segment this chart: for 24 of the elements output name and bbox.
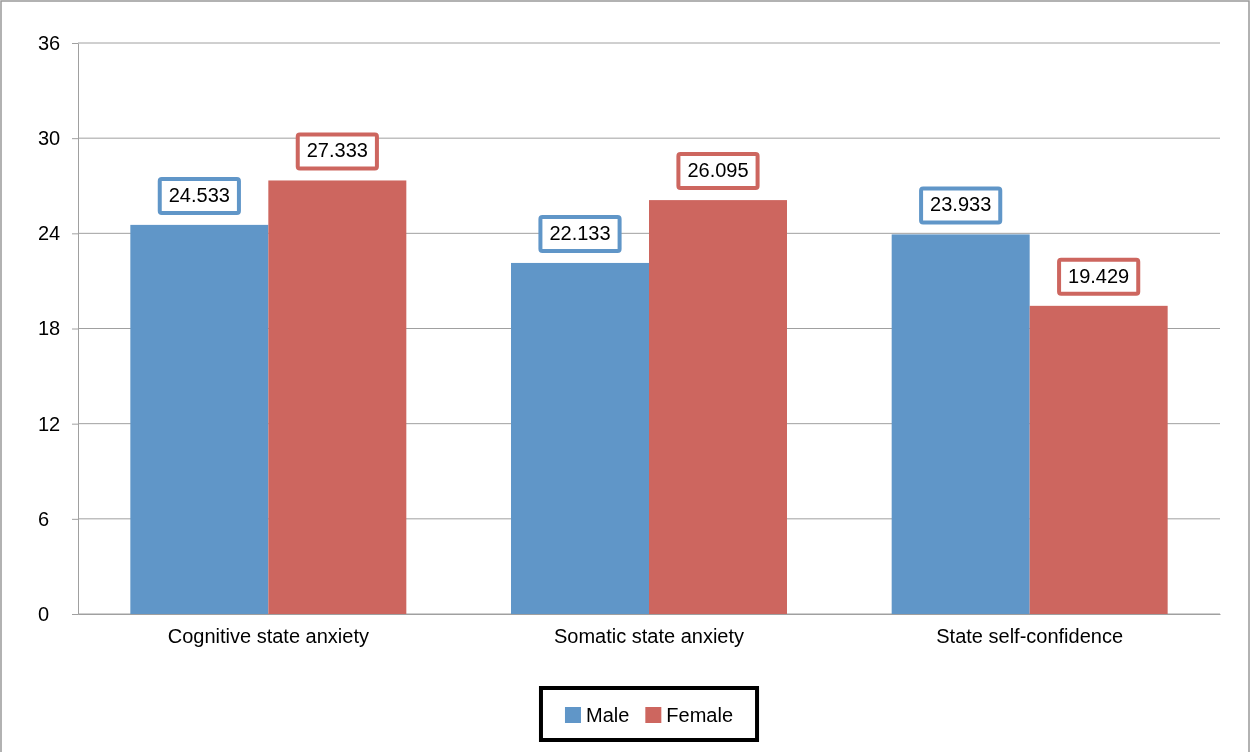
y-tick-label: 24 (38, 222, 61, 245)
y-tick-label: 36 (38, 31, 61, 54)
bar (130, 224, 269, 614)
bar (649, 200, 787, 614)
bar (511, 262, 649, 614)
y-tick-label: 18 (38, 317, 61, 340)
bar (268, 180, 407, 614)
y-tick-label: 6 (38, 507, 50, 530)
data-label: 27.333 (306, 139, 368, 162)
y-tick-label: 30 (38, 127, 61, 150)
y-tick-label: 0 (38, 602, 50, 625)
bar (1029, 305, 1168, 614)
data-label: 19.429 (1068, 264, 1130, 287)
y-tick-label: 12 (38, 412, 61, 435)
x-tick-label: State self-confidence (936, 625, 1124, 647)
data-label: 23.933 (930, 193, 992, 216)
legend-label: Male (585, 704, 630, 726)
data-label: 24.533 (168, 183, 230, 206)
data-label: 22.133 (549, 221, 611, 244)
x-tick-label: Somatic state anxiety (553, 625, 745, 647)
data-label: 26.095 (687, 159, 749, 182)
legend-label: Female (666, 704, 734, 726)
x-tick-label: Cognitive state anxiety (167, 625, 369, 647)
bar (891, 234, 1030, 614)
